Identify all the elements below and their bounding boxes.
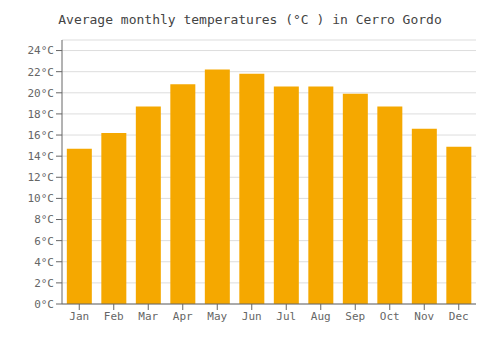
svg-text:6°C: 6°C [34, 235, 54, 248]
svg-text:Feb: Feb [104, 310, 124, 323]
svg-text:18°C: 18°C [28, 108, 55, 121]
svg-text:16°C: 16°C [28, 129, 55, 142]
svg-text:20°C: 20°C [28, 87, 55, 100]
svg-text:0°C: 0°C [34, 298, 54, 311]
svg-text:Nov: Nov [414, 310, 434, 323]
svg-text:Apr: Apr [173, 310, 193, 323]
svg-text:10°C: 10°C [28, 192, 55, 205]
svg-text:22°C: 22°C [28, 66, 55, 79]
svg-text:Sep: Sep [345, 310, 365, 323]
svg-text:Jan: Jan [69, 310, 89, 323]
html-text:Average monthly temperatures (: Average monthly temperatures (°C ) in Ce… [58, 12, 442, 27]
svg-text:8°C: 8°C [34, 213, 54, 226]
svg-text:Jul: Jul [276, 310, 296, 323]
svg-text:14°C: 14°C [28, 150, 55, 163]
svg-text:Aug: Aug [311, 310, 331, 323]
svg-text:May: May [207, 310, 227, 323]
svg-text:Mar: Mar [138, 310, 158, 323]
svg-text:24°C: 24°C [28, 44, 55, 57]
svg-text:Jun: Jun [242, 310, 262, 323]
svg-text:4°C: 4°C [34, 256, 54, 269]
svg-text:Dec: Dec [449, 310, 469, 323]
svg-text:Oct: Oct [380, 310, 400, 323]
svg-text:12°C: 12°C [28, 171, 55, 184]
svg-text:2°C: 2°C [34, 277, 54, 290]
